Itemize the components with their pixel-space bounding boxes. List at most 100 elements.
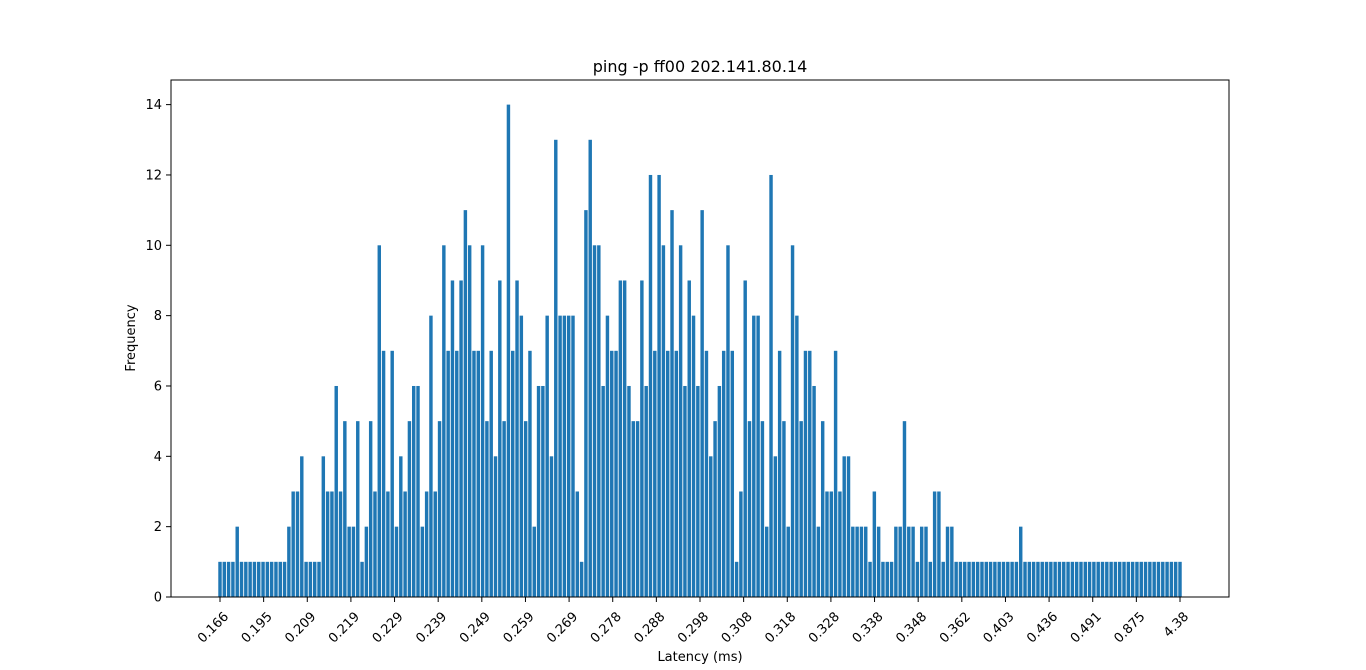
bar	[592, 245, 597, 598]
bar	[278, 561, 282, 597]
x-tick-label: 0.308	[719, 609, 756, 646]
bar	[894, 526, 898, 597]
bar	[368, 421, 373, 597]
bar	[980, 561, 984, 597]
bar	[1152, 561, 1156, 597]
bar	[945, 526, 950, 597]
bar	[1066, 561, 1070, 597]
x-tick-label: 0.436	[1024, 609, 1061, 646]
bar	[1057, 561, 1062, 597]
x-tick-label: 0.875	[1111, 609, 1148, 646]
bar	[424, 491, 429, 597]
bar	[545, 315, 549, 597]
bar	[1036, 561, 1040, 597]
bar	[1178, 561, 1182, 597]
bar	[739, 491, 743, 597]
bar	[1165, 561, 1169, 597]
bar	[812, 385, 816, 597]
bar	[868, 561, 872, 597]
bar	[597, 245, 601, 598]
bar	[364, 526, 369, 597]
bar	[932, 491, 937, 597]
bar	[347, 526, 351, 597]
bar	[1074, 561, 1079, 597]
bar	[889, 561, 894, 597]
x-tick-label: 0.166	[195, 609, 232, 646]
y-axis: 0 2 4 6 8 10 12 14	[145, 98, 171, 606]
bar	[765, 526, 769, 597]
chart-title: ping -p ff00 202.141.80.14	[593, 57, 808, 76]
bar	[773, 456, 778, 597]
bar	[248, 561, 252, 597]
bar	[308, 561, 313, 597]
bar	[993, 561, 997, 597]
bar	[1135, 561, 1139, 597]
bar	[674, 350, 679, 597]
bar	[287, 526, 291, 597]
x-tick-label: 0.318	[762, 609, 799, 646]
x-tick-label: 0.348	[893, 609, 930, 646]
bar	[1173, 561, 1178, 597]
bar	[885, 561, 889, 597]
bar	[433, 491, 437, 597]
bar	[937, 491, 941, 597]
bar	[782, 421, 786, 597]
bar	[911, 526, 915, 597]
bar	[1027, 561, 1032, 597]
bar	[394, 526, 399, 597]
bar	[330, 491, 334, 597]
y-tick-label: 2	[154, 520, 162, 535]
bar	[373, 491, 377, 597]
bar	[575, 491, 580, 597]
bar	[467, 245, 472, 598]
bar	[1118, 561, 1122, 597]
bar	[653, 350, 657, 597]
x-tick-label: 0.288	[631, 609, 668, 646]
bar	[511, 350, 515, 597]
y-tick-label: 12	[145, 168, 162, 183]
bar	[343, 421, 347, 597]
x-tick-label: 0.328	[806, 609, 843, 646]
bar	[536, 385, 541, 597]
x-tick-label: 0.338	[850, 609, 887, 646]
bar	[1161, 561, 1165, 597]
bar	[390, 350, 394, 597]
bar	[571, 315, 575, 597]
bar	[726, 245, 730, 598]
bar	[898, 526, 902, 597]
bar	[528, 350, 532, 597]
x-tick-label: 0.362	[937, 609, 974, 646]
bar	[519, 315, 524, 597]
bar	[1143, 561, 1148, 597]
bar	[1105, 561, 1109, 597]
bar	[541, 385, 545, 597]
bar	[493, 456, 498, 597]
bar	[282, 561, 287, 597]
bar	[795, 315, 799, 597]
bar	[1023, 561, 1027, 597]
bar	[1019, 526, 1023, 597]
bar	[1062, 561, 1066, 597]
bar	[321, 456, 326, 597]
bar	[450, 280, 455, 597]
bar	[635, 421, 640, 597]
bar	[455, 350, 459, 597]
y-tick-label: 10	[145, 239, 162, 254]
bar	[377, 245, 381, 598]
bar	[1083, 561, 1088, 597]
bar	[446, 350, 450, 597]
bar	[881, 561, 885, 597]
bar	[717, 385, 722, 597]
bar	[700, 210, 704, 597]
bar	[334, 385, 338, 597]
bar	[274, 561, 278, 597]
bar	[472, 350, 476, 597]
bar	[265, 561, 270, 597]
bar	[399, 456, 403, 597]
x-tick-label: 0.491	[1068, 609, 1105, 646]
bar	[605, 315, 610, 597]
bar	[734, 561, 739, 597]
bar	[1040, 561, 1044, 597]
bar	[777, 350, 782, 597]
bar	[919, 526, 924, 597]
